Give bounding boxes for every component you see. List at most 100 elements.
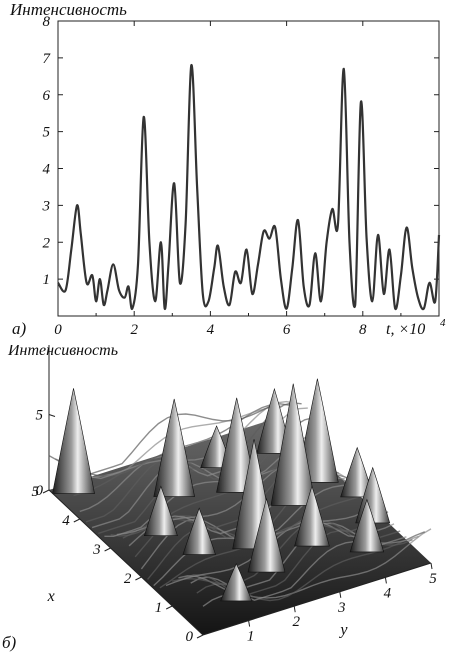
x-tick-label: 0 xyxy=(186,629,194,645)
y-axis-title: y xyxy=(338,621,348,638)
y-tick-mark xyxy=(293,606,296,613)
data-point xyxy=(326,241,328,243)
data-point xyxy=(303,286,305,287)
y-tick-label: 6 xyxy=(43,88,51,104)
data-point xyxy=(99,278,101,280)
data-point xyxy=(179,282,181,284)
data-point xyxy=(354,304,356,306)
data-point xyxy=(160,241,162,243)
surface-peak xyxy=(52,388,95,494)
surface-peak xyxy=(296,378,339,483)
surface-peak xyxy=(182,507,216,555)
x-axis-line xyxy=(48,489,204,636)
y-tick-label: 1 xyxy=(247,629,255,645)
x-tick-mark xyxy=(73,518,81,523)
y-axis-line xyxy=(202,562,432,636)
data-point xyxy=(388,249,390,251)
data-point xyxy=(91,274,93,276)
data-point xyxy=(286,308,288,310)
data-point xyxy=(291,267,293,269)
x-tick-mark xyxy=(135,576,142,581)
z-tick-label: 0 xyxy=(36,483,44,499)
data-point xyxy=(217,245,219,247)
y-tick-mark xyxy=(339,591,342,598)
data-point xyxy=(228,304,230,306)
x-tick-label: 4 xyxy=(207,322,215,338)
data-point xyxy=(57,282,59,284)
data-point xyxy=(131,308,133,310)
data-point xyxy=(207,300,209,302)
data-point xyxy=(154,300,156,302)
data-point xyxy=(86,282,88,284)
data-point xyxy=(70,249,72,251)
data-point xyxy=(400,274,402,276)
data-point xyxy=(434,300,436,302)
data-point xyxy=(423,308,425,310)
data-point xyxy=(371,300,373,302)
x-tick-label: 5 xyxy=(32,484,40,500)
data-point xyxy=(80,234,82,236)
x-tick-label: 6 xyxy=(283,322,291,338)
data-point xyxy=(213,267,215,269)
data-point xyxy=(337,223,339,225)
x-tick-label: 4 xyxy=(62,513,70,529)
chart-surface-3d: 051001234512345xyИнтенсивностьб) xyxy=(2,345,437,652)
data-point xyxy=(167,263,169,265)
y-axis-title: Интенсивность xyxy=(9,0,127,19)
surface-peak xyxy=(349,498,385,553)
y-tick-label: 3 xyxy=(337,600,346,616)
data-point xyxy=(348,241,350,243)
data-point xyxy=(428,282,430,284)
data-point xyxy=(137,263,139,265)
data-point xyxy=(394,308,396,310)
data-point xyxy=(190,64,192,66)
x-tick-mark xyxy=(196,634,204,639)
x-axis-title-exponent: 4 xyxy=(440,317,446,329)
x-tick-label: 2 xyxy=(124,571,132,587)
y-tick-label: 1 xyxy=(43,272,51,288)
data-point xyxy=(76,204,78,206)
data-point xyxy=(308,304,310,306)
data-point xyxy=(438,234,440,236)
surface-peak xyxy=(153,398,195,497)
data-point xyxy=(223,286,225,287)
data-point xyxy=(164,308,166,310)
surface-peak xyxy=(294,485,330,547)
y-tick-label: 4 xyxy=(43,162,51,178)
data-point xyxy=(234,271,236,273)
data-point xyxy=(240,282,242,284)
surface-peak xyxy=(220,562,253,602)
y-tick-label: 4 xyxy=(384,585,392,601)
data-point xyxy=(417,297,419,299)
data-point xyxy=(257,263,259,265)
x-tick-label: 8 xyxy=(359,322,367,338)
surface-peak xyxy=(270,383,316,506)
data-point xyxy=(173,182,175,184)
data-point xyxy=(331,208,333,210)
y-tick-mark xyxy=(430,562,433,570)
data-point xyxy=(112,263,114,265)
x-axis-title: x xyxy=(47,588,55,605)
x-tick-label: 3 xyxy=(92,542,101,558)
intensity-line-series xyxy=(57,64,441,311)
z-tick-label: 5 xyxy=(36,408,44,424)
x-tick-mark xyxy=(165,605,173,610)
data-point xyxy=(124,297,126,299)
x-axis-title: t, ×10 xyxy=(386,321,425,338)
data-point xyxy=(127,286,129,287)
data-point xyxy=(406,227,408,228)
data-point xyxy=(360,101,362,103)
y-tick-label: 5 xyxy=(429,571,437,587)
data-point xyxy=(251,293,253,295)
surface-peak xyxy=(143,485,178,536)
data-point xyxy=(314,252,316,254)
data-point xyxy=(280,278,282,280)
x-tick-mark xyxy=(42,489,50,494)
data-point xyxy=(65,289,67,291)
data-point xyxy=(118,289,120,291)
data-point xyxy=(148,241,150,243)
y-tick-label: 3 xyxy=(42,198,51,214)
x-tick-label: 1 xyxy=(155,600,163,616)
data-point xyxy=(383,293,385,295)
